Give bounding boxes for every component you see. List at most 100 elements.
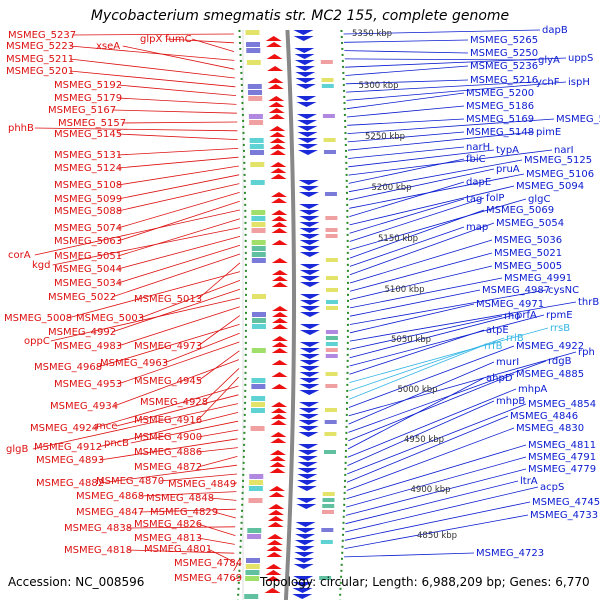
gene-label-left: MSMEG_5124 <box>54 163 122 174</box>
forward-gene-arrow <box>299 402 320 407</box>
leader-line <box>71 33 234 36</box>
leader-line <box>349 209 485 259</box>
reverse-gene-arrow <box>265 570 282 575</box>
leader-line <box>191 38 235 52</box>
cog-block <box>245 570 260 575</box>
gene-label-left: glgB <box>6 444 28 455</box>
forward-gene-arrow <box>296 102 317 107</box>
reverse-gene-arrow <box>270 192 287 197</box>
gene-label-right: fbiC <box>466 154 486 165</box>
leader-line <box>121 121 238 124</box>
ruler: 5350 kbp 5300 kbp 5250 kbp 5200 kbp 5150 kbp… <box>352 29 457 541</box>
backbone-ring <box>283 29 297 600</box>
leader-line <box>207 548 235 563</box>
leader-line <box>163 332 240 364</box>
gene-label-left: MSMEG_4992 <box>48 327 116 338</box>
cog-block <box>322 510 335 514</box>
forward-gene-arrow <box>298 420 319 425</box>
gene-label-right: mhpA <box>518 384 547 395</box>
gene-label-right: MSMEG_5236 <box>470 61 538 72</box>
cog-block <box>248 498 263 503</box>
cog-block <box>249 480 264 485</box>
cog-block <box>325 228 338 232</box>
cog-block <box>251 384 266 389</box>
leader-line <box>349 198 465 234</box>
gene-label-left: MSMEG_4848 <box>146 493 214 504</box>
forward-gene-arrow <box>298 414 319 419</box>
leader-line <box>34 209 240 256</box>
leader-line <box>231 482 237 485</box>
leader-line <box>67 271 241 319</box>
leader-line <box>232 577 239 580</box>
forward-gene-arrow <box>299 240 320 245</box>
gene-label-right: ltrA <box>520 476 538 487</box>
forward-gene-arrow <box>297 150 318 155</box>
leader-line <box>349 198 527 251</box>
gene-label-left: MSMEG_4912 <box>34 442 102 453</box>
leader-line <box>347 388 517 458</box>
forward-gene-arrow <box>295 534 316 539</box>
forward-gene-arrow <box>299 342 320 347</box>
leader-line <box>349 168 495 201</box>
forward-gene-arrow <box>299 276 320 281</box>
forward-gene-arrow <box>297 144 318 149</box>
leader-line <box>127 526 236 529</box>
leader-line <box>349 289 547 325</box>
leader-line <box>69 45 235 61</box>
forward-gene-arrow <box>300 300 320 305</box>
cog-block <box>325 384 338 388</box>
reverse-gene-arrow <box>269 144 286 149</box>
gene-label-right: rrfB <box>484 341 503 352</box>
forward-gene-arrow <box>297 120 318 125</box>
cog-block <box>325 234 338 238</box>
gene-label-left: MSMEG_4928 <box>140 397 208 408</box>
cog-block <box>245 30 260 35</box>
forward-gene-arrow <box>292 594 313 599</box>
gene-label-right: MSMEG_5106 <box>526 169 594 180</box>
cog-block <box>319 576 332 580</box>
gene-label-left: MSMEG_5179 <box>54 93 122 104</box>
gene-label-right: narI <box>554 145 574 156</box>
forward-gene-arrow <box>295 528 316 533</box>
label-leader-lines <box>32 29 577 580</box>
forward-gene-arrow <box>295 78 316 83</box>
leader-line <box>348 345 515 408</box>
reverse-gene-arrow <box>269 138 286 143</box>
forward-gene-arrow <box>296 114 317 119</box>
cog-block <box>249 138 264 143</box>
gene-label-right: dapE <box>466 177 491 188</box>
forward-gene-arrow <box>299 228 320 233</box>
reverse-gene-arrow <box>265 36 282 41</box>
leader-line <box>349 277 503 309</box>
leader-line <box>32 403 239 450</box>
leader-line <box>117 200 240 242</box>
cog-block <box>325 258 338 262</box>
gene-label-right: prfA <box>516 310 537 321</box>
reverse-gene-arrow <box>271 270 288 275</box>
gene-label-left: MSMEG_4963 <box>100 358 168 369</box>
leader-line <box>349 301 577 342</box>
gene-label-left: MSMEG_4893 <box>36 455 104 466</box>
forward-gene-arrow <box>298 432 319 437</box>
leader-line <box>97 412 239 448</box>
leader-line <box>197 456 238 468</box>
gene-label-right: pruA <box>496 164 520 175</box>
cog-block <box>322 504 335 508</box>
reverse-gene-arrow <box>271 240 288 245</box>
gene-label-right: dapB <box>542 25 568 36</box>
gene-label-left: MSMEG_5063 <box>54 236 122 247</box>
leader-line <box>69 58 235 79</box>
cog-block <box>325 336 338 340</box>
leader-line <box>347 131 535 151</box>
leader-line <box>69 70 236 88</box>
forward-gene-arrow <box>299 330 320 335</box>
leader-line <box>52 227 240 266</box>
gene-label-right: MSMEG_4922 <box>516 341 584 352</box>
forward-gene-arrow <box>299 366 320 371</box>
reverse-gene-arrow <box>266 54 283 59</box>
gene-label-left: pncB <box>104 438 129 449</box>
forward-gene-arrow <box>298 186 319 191</box>
cog-block <box>248 90 263 95</box>
gene-label-left: MSMEG_5003 <box>76 313 144 324</box>
forward-gene-arrow <box>294 552 315 557</box>
